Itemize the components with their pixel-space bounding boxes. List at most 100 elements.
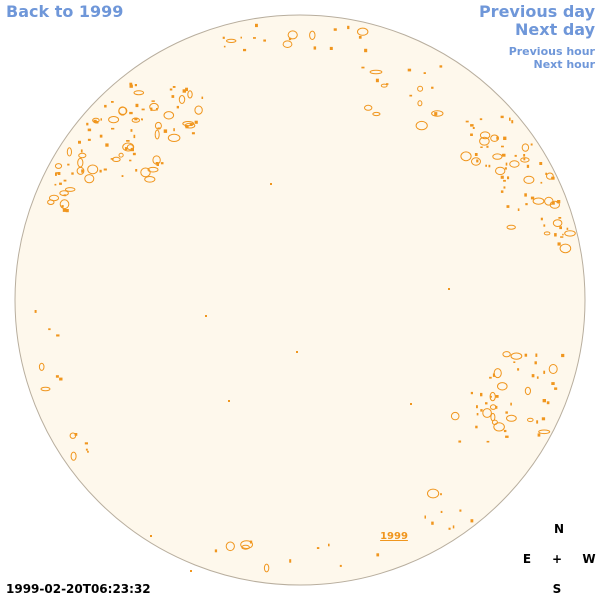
active-region-speck bbox=[67, 163, 70, 166]
active-region-speck bbox=[480, 146, 483, 148]
active-region-speck bbox=[458, 440, 462, 443]
active-region-speck bbox=[141, 118, 143, 121]
previous-hour-link[interactable]: Previous hour bbox=[508, 45, 595, 58]
active-region-speck bbox=[104, 104, 107, 108]
active-region-speck bbox=[151, 100, 155, 102]
active-region-speck bbox=[74, 433, 78, 436]
active-region-speck bbox=[514, 154, 517, 157]
active-region-speck bbox=[240, 36, 242, 39]
active-region-contour bbox=[65, 187, 76, 192]
active-region-speck bbox=[48, 328, 51, 331]
active-region-contour bbox=[510, 352, 523, 360]
active-region-speck bbox=[296, 351, 298, 353]
back-to-year-link[interactable]: Back to 1999 bbox=[6, 2, 124, 21]
active-region-speck bbox=[263, 39, 266, 42]
active-region-contour bbox=[460, 151, 472, 162]
active-region-speck bbox=[534, 361, 537, 365]
active-region-contour bbox=[471, 157, 481, 166]
active-region-speck bbox=[223, 45, 226, 48]
active-region-speck bbox=[470, 391, 473, 395]
active-region-contour bbox=[144, 176, 156, 183]
next-day-link[interactable]: Next day bbox=[515, 20, 595, 39]
active-region-speck bbox=[121, 175, 124, 177]
active-region-speck bbox=[543, 370, 546, 374]
active-region-speck bbox=[506, 205, 510, 208]
active-region-speck bbox=[537, 433, 541, 437]
active-region-contour bbox=[527, 417, 534, 423]
active-region-speck bbox=[557, 242, 561, 246]
active-region-speck bbox=[526, 164, 530, 168]
active-region-speck bbox=[562, 233, 564, 236]
year-link[interactable]: 1999 bbox=[380, 531, 408, 542]
active-region-contour bbox=[532, 197, 545, 205]
active-region-speck bbox=[546, 401, 550, 405]
active-region-speck bbox=[540, 181, 543, 184]
active-region-speck bbox=[194, 120, 198, 124]
active-region-contour bbox=[502, 351, 511, 358]
active-region-speck bbox=[364, 48, 368, 53]
active-region-speck bbox=[376, 553, 380, 557]
active-region-speck bbox=[440, 493, 442, 496]
active-region-speck bbox=[486, 145, 489, 148]
active-region-speck bbox=[59, 182, 62, 185]
previous-day-link[interactable]: Previous day bbox=[478, 2, 595, 21]
active-region-contour bbox=[506, 224, 516, 230]
active-region-contour bbox=[309, 30, 316, 40]
active-region-contour bbox=[66, 147, 73, 157]
active-region-speck bbox=[409, 94, 413, 97]
active-region-speck bbox=[375, 78, 379, 83]
active-region-speck bbox=[511, 120, 514, 124]
active-region-speck bbox=[100, 118, 102, 121]
solar-disk bbox=[14, 14, 586, 586]
active-region-speck bbox=[134, 117, 138, 121]
active-region-speck bbox=[410, 403, 412, 405]
active-region-speck bbox=[80, 149, 83, 153]
active-region-contour bbox=[497, 382, 508, 391]
active-region-speck bbox=[95, 121, 99, 124]
active-region-speck bbox=[559, 226, 562, 230]
active-region-speck bbox=[78, 140, 81, 144]
active-region-speck bbox=[87, 128, 92, 132]
active-region-speck bbox=[85, 448, 88, 451]
active-region-contour bbox=[548, 364, 558, 374]
active-region-speck bbox=[525, 203, 528, 206]
active-region-speck bbox=[554, 387, 558, 390]
active-region-contours bbox=[34, 23, 576, 573]
active-region-speck bbox=[55, 172, 59, 174]
active-region-speck bbox=[407, 68, 412, 72]
active-region-speck bbox=[489, 376, 492, 379]
active-region-speck bbox=[55, 375, 59, 378]
active-region-contour bbox=[427, 488, 440, 499]
active-region-speck bbox=[556, 201, 559, 204]
active-region-speck bbox=[503, 429, 507, 433]
active-region-speck bbox=[328, 543, 330, 547]
active-region-speck bbox=[530, 196, 535, 200]
active-region-speck bbox=[81, 169, 84, 173]
active-region-contour bbox=[282, 40, 293, 49]
active-region-contour bbox=[194, 105, 203, 115]
active-region-contour bbox=[415, 120, 428, 131]
active-region-speck bbox=[490, 395, 492, 398]
active-region-speck bbox=[476, 413, 479, 416]
active-region-contour bbox=[450, 411, 460, 421]
active-region-speck bbox=[185, 125, 189, 129]
active-region-speck bbox=[243, 48, 247, 52]
active-region-contour bbox=[287, 30, 298, 40]
active-region-speck bbox=[132, 152, 136, 156]
active-region-speck bbox=[470, 133, 473, 136]
active-region-speck bbox=[507, 176, 510, 180]
active-region-speck bbox=[160, 162, 164, 165]
active-region-contour bbox=[431, 110, 444, 117]
active-region-speck bbox=[561, 353, 565, 358]
next-hour-link[interactable]: Next hour bbox=[533, 58, 596, 71]
active-region-contour bbox=[546, 172, 554, 180]
active-region-speck bbox=[288, 37, 292, 41]
active-region-contour bbox=[489, 391, 496, 402]
active-region-speck bbox=[476, 405, 478, 409]
active-region-contour bbox=[372, 111, 381, 117]
active-region-contour bbox=[140, 167, 151, 178]
active-region-speck bbox=[141, 108, 145, 111]
active-region-speck bbox=[423, 72, 426, 74]
active-region-contour bbox=[493, 368, 502, 379]
active-region-speck bbox=[434, 112, 438, 116]
